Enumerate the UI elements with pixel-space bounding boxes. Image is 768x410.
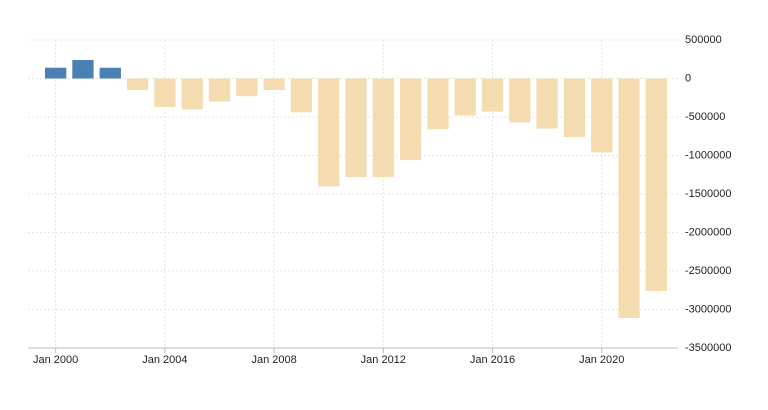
bar (126, 78, 149, 91)
bar (263, 78, 285, 91)
bar (645, 78, 667, 292)
y-tick-label: 500000 (685, 34, 722, 46)
bar (236, 78, 258, 97)
bar (454, 78, 476, 116)
bar (72, 60, 94, 79)
x-tick-label: Jan 2008 (251, 354, 296, 366)
x-tick-label: Jan 2012 (361, 354, 406, 366)
bar (290, 78, 313, 113)
bar (181, 78, 203, 110)
bar (399, 78, 422, 161)
y-tick-label: -3000000 (685, 303, 732, 315)
bar (154, 78, 176, 107)
bar (45, 67, 67, 79)
bar (318, 78, 340, 187)
y-tick-label: -2500000 (685, 265, 732, 277)
y-tick-label: -1500000 (685, 188, 732, 200)
x-tick-label: Jan 2020 (579, 354, 624, 366)
bar (481, 78, 504, 112)
bar (372, 78, 394, 178)
x-tick-label: Jan 2016 (470, 354, 515, 366)
bar (427, 78, 449, 130)
bar (345, 78, 367, 178)
x-tick-label: Jan 2004 (142, 354, 187, 366)
y-tick-label: -2000000 (685, 226, 732, 238)
bar (509, 78, 531, 123)
bar (99, 67, 121, 79)
bar (591, 78, 613, 153)
y-tick-label: -1000000 (685, 149, 732, 161)
bar (618, 78, 640, 318)
x-tick-label: Jan 2000 (33, 354, 78, 366)
y-tick-label: 0 (685, 72, 691, 84)
bar (563, 78, 586, 138)
bar (208, 78, 231, 102)
y-tick-label: -3500000 (685, 342, 732, 354)
bar (536, 78, 558, 129)
y-tick-label: -500000 (685, 111, 725, 123)
